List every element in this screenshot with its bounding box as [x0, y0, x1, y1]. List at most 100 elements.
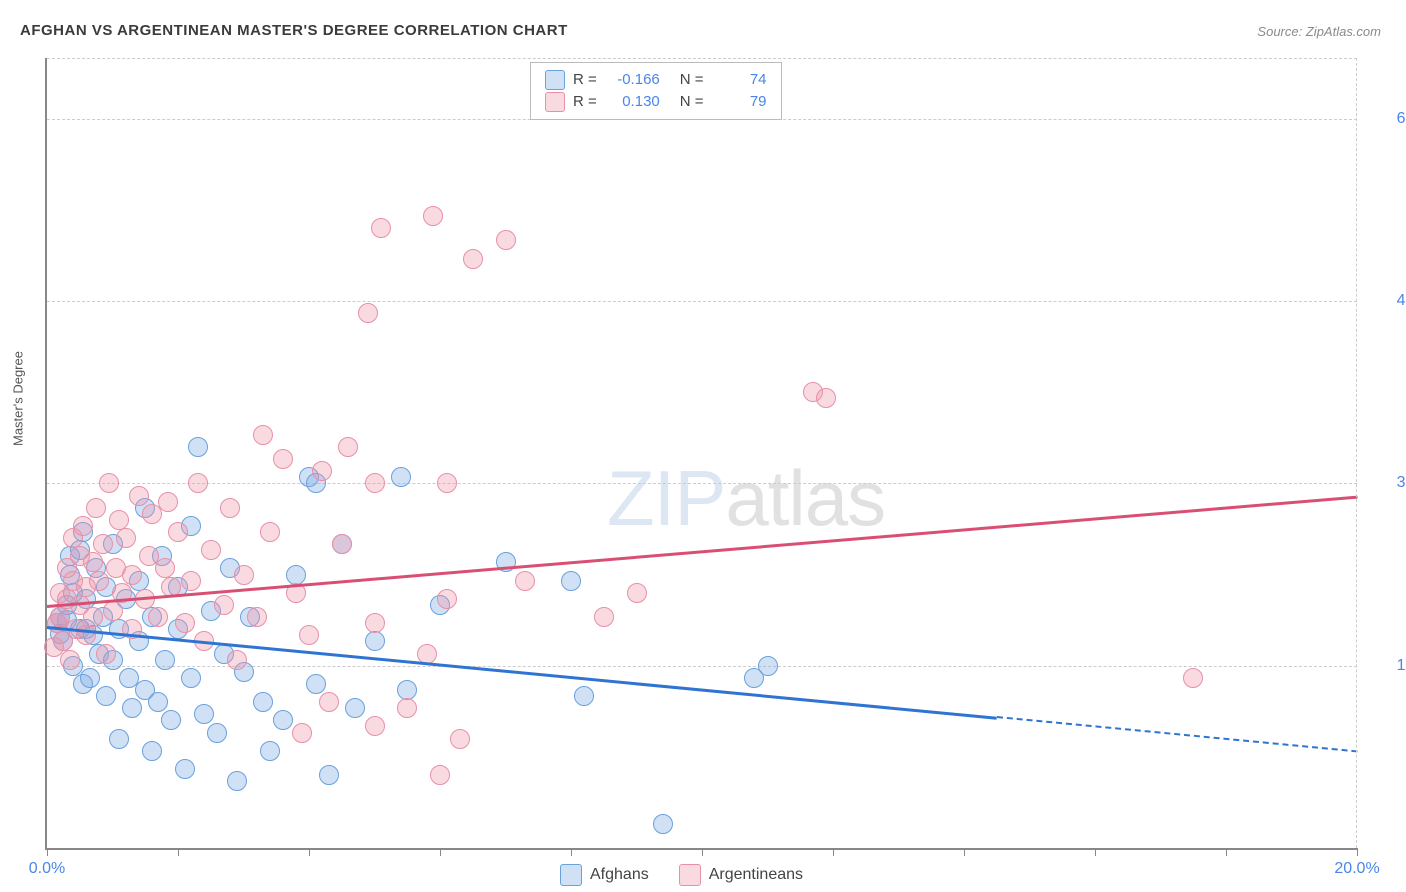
- data-point-afghans: [96, 686, 116, 706]
- data-point-argentineans: [515, 571, 535, 591]
- data-point-argentineans: [109, 510, 129, 530]
- data-point-afghans: [653, 814, 673, 834]
- data-point-argentineans: [594, 607, 614, 627]
- data-point-argentineans: [188, 473, 208, 493]
- data-point-afghans: [306, 674, 326, 694]
- legend-r-label: R =: [573, 69, 597, 91]
- data-point-afghans: [207, 723, 227, 743]
- data-point-argentineans: [247, 607, 267, 627]
- data-point-afghans: [188, 437, 208, 457]
- scatter-plot-area: ZIPatlas 15.0%30.0%45.0%60.0%0.0%20.0%: [45, 58, 1357, 850]
- data-point-afghans: [345, 698, 365, 718]
- data-point-argentineans: [338, 437, 358, 457]
- data-point-argentineans: [463, 249, 483, 269]
- data-point-argentineans: [214, 595, 234, 615]
- data-point-argentineans: [365, 613, 385, 633]
- y-tick-label: 60.0%: [1372, 110, 1406, 128]
- y-tick-label: 30.0%: [1372, 474, 1406, 492]
- data-point-argentineans: [417, 644, 437, 664]
- data-point-argentineans: [175, 613, 195, 633]
- x-tick: [1226, 848, 1227, 856]
- data-point-argentineans: [60, 650, 80, 670]
- data-point-argentineans: [319, 692, 339, 712]
- data-point-argentineans: [227, 650, 247, 670]
- watermark-bold: ZIP: [607, 454, 725, 542]
- data-point-argentineans: [450, 729, 470, 749]
- grid-line: [47, 58, 1357, 59]
- source-label: Source:: [1257, 24, 1302, 39]
- legend-r-label: R =: [573, 91, 597, 113]
- legend-swatch-icon: [545, 70, 565, 90]
- y-tick-label: 15.0%: [1372, 657, 1406, 675]
- legend-swatch-icon: [679, 864, 701, 886]
- data-point-argentineans: [201, 540, 221, 560]
- legend-entry: Afghans: [560, 864, 649, 886]
- legend-row-afghans: R =-0.166N =74: [545, 69, 767, 91]
- data-point-argentineans: [99, 473, 119, 493]
- data-point-argentineans: [168, 522, 188, 542]
- x-tick-label: 20.0%: [1334, 860, 1379, 878]
- data-point-argentineans: [397, 698, 417, 718]
- x-tick-label: 0.0%: [29, 860, 65, 878]
- data-point-argentineans: [332, 534, 352, 554]
- data-point-argentineans: [365, 473, 385, 493]
- data-point-afghans: [397, 680, 417, 700]
- data-point-argentineans: [299, 625, 319, 645]
- data-point-argentineans: [627, 583, 647, 603]
- data-point-argentineans: [273, 449, 293, 469]
- y-axis-title: Master's Degree: [11, 351, 26, 446]
- x-tick: [833, 848, 834, 856]
- data-point-argentineans: [234, 565, 254, 585]
- data-point-argentineans: [1183, 668, 1203, 688]
- chart-title: AFGHAN VS ARGENTINEAN MASTER'S DEGREE CO…: [20, 22, 568, 39]
- data-point-argentineans: [292, 723, 312, 743]
- data-point-afghans: [155, 650, 175, 670]
- legend-n-value: 74: [712, 69, 767, 91]
- data-point-argentineans: [358, 303, 378, 323]
- data-point-argentineans: [96, 644, 116, 664]
- data-point-afghans: [181, 668, 201, 688]
- legend-n-label: N =: [680, 69, 704, 91]
- data-point-afghans: [161, 710, 181, 730]
- data-point-argentineans: [181, 571, 201, 591]
- x-tick: [47, 848, 48, 856]
- legend-swatch-icon: [560, 864, 582, 886]
- data-point-afghans: [365, 631, 385, 651]
- data-point-afghans: [148, 692, 168, 712]
- data-point-argentineans: [423, 206, 443, 226]
- data-point-argentineans: [365, 716, 385, 736]
- grid-line: [47, 301, 1357, 302]
- data-point-argentineans: [437, 589, 457, 609]
- legend-swatch-icon: [545, 92, 565, 112]
- data-point-argentineans: [116, 528, 136, 548]
- data-point-argentineans: [83, 607, 103, 627]
- data-point-argentineans: [260, 522, 280, 542]
- legend-n-label: N =: [680, 91, 704, 113]
- data-point-afghans: [80, 668, 100, 688]
- data-point-afghans: [286, 565, 306, 585]
- x-tick: [309, 848, 310, 856]
- data-point-argentineans: [371, 218, 391, 238]
- data-point-afghans: [574, 686, 594, 706]
- source-attribution: Source: ZipAtlas.com: [1257, 24, 1381, 39]
- legend-entry: Argentineans: [679, 864, 803, 886]
- watermark-thin: atlas: [725, 454, 885, 542]
- data-point-afghans: [561, 571, 581, 591]
- data-point-argentineans: [496, 230, 516, 250]
- data-point-argentineans: [430, 765, 450, 785]
- data-point-afghans: [260, 741, 280, 761]
- data-point-argentineans: [158, 492, 178, 512]
- series-legend: Afghans Argentineans: [560, 864, 803, 886]
- data-point-afghans: [175, 759, 195, 779]
- data-point-afghans: [253, 692, 273, 712]
- data-point-argentineans: [816, 388, 836, 408]
- data-point-argentineans: [253, 425, 273, 445]
- data-point-argentineans: [122, 565, 142, 585]
- data-point-afghans: [391, 467, 411, 487]
- data-point-afghans: [227, 771, 247, 791]
- data-point-afghans: [109, 729, 129, 749]
- data-point-argentineans: [83, 552, 103, 572]
- x-tick: [440, 848, 441, 856]
- legend-r-value: 0.130: [605, 91, 660, 113]
- x-tick: [702, 848, 703, 856]
